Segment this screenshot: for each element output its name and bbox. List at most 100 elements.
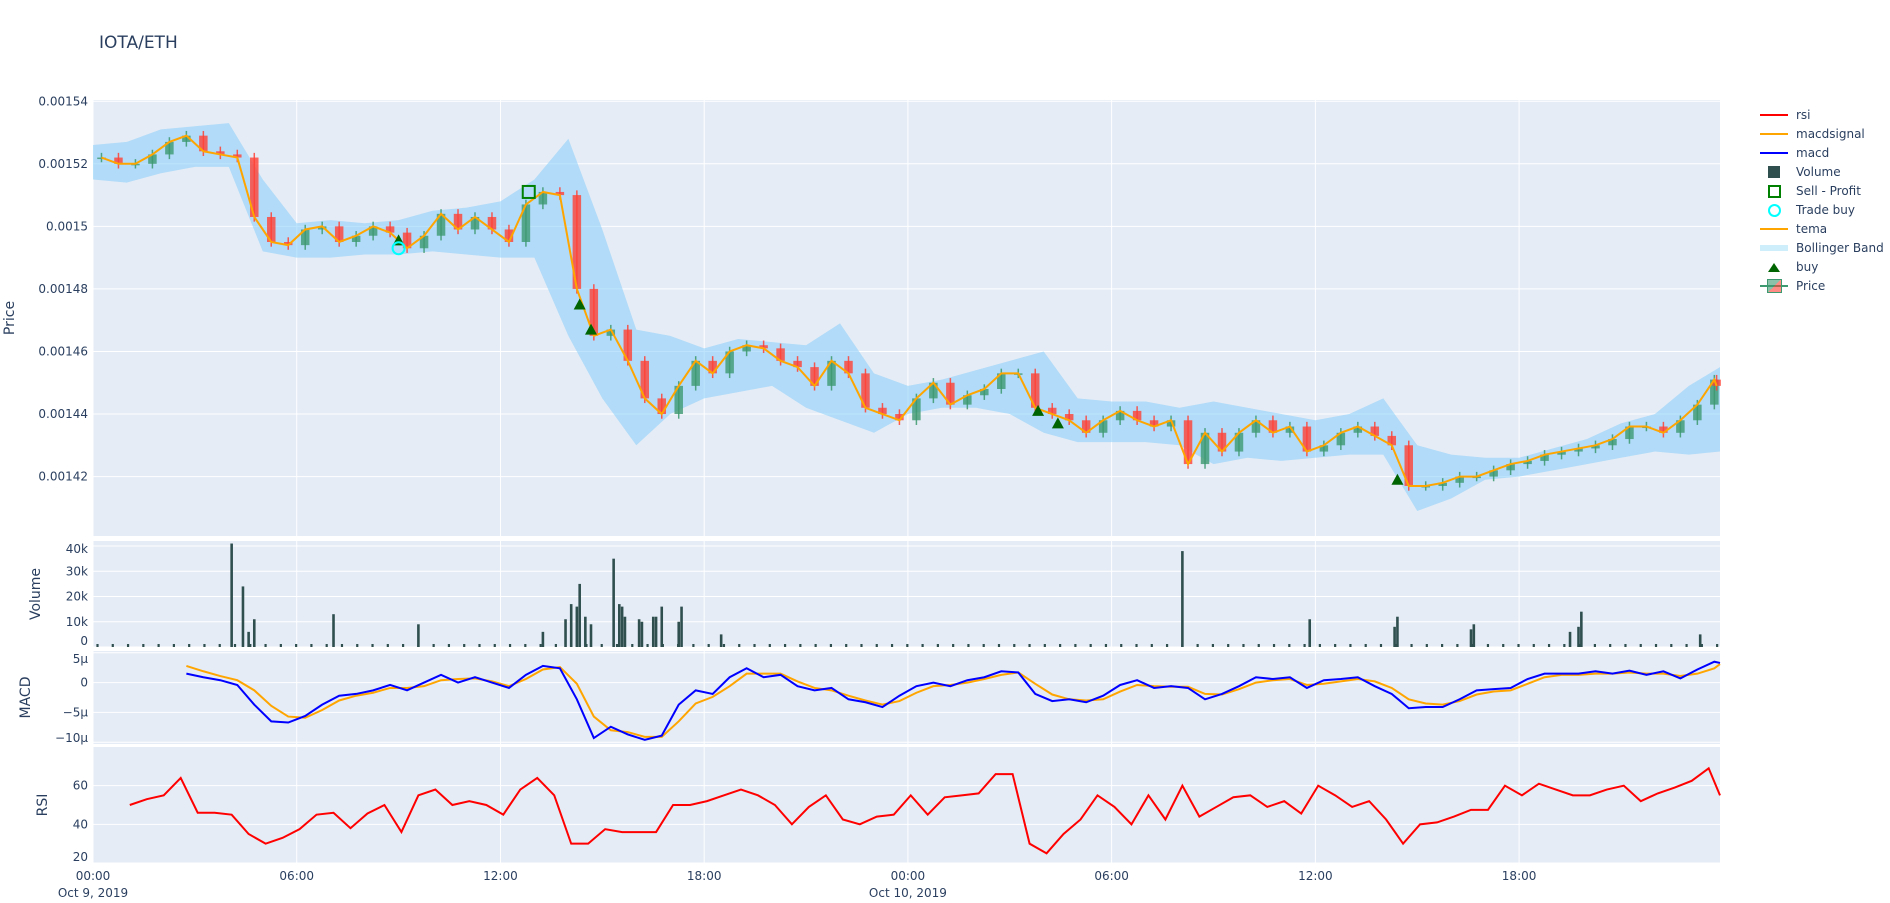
candle-body xyxy=(1710,379,1719,405)
tema-line xyxy=(101,134,1718,487)
volume-bar xyxy=(799,644,802,647)
trade-buy-marker xyxy=(391,241,406,256)
volume-bar xyxy=(432,644,435,647)
volume-bar xyxy=(1364,644,1367,647)
candle-body xyxy=(844,360,853,374)
candle-body xyxy=(233,154,242,158)
volume-bar xyxy=(1150,644,1153,647)
candle-body xyxy=(1047,407,1057,415)
volume-bar xyxy=(651,616,655,647)
volume-bar xyxy=(982,644,985,647)
volume-bar xyxy=(1654,644,1658,647)
legend-label: Volume xyxy=(1796,164,1841,179)
volume-bar xyxy=(188,644,191,647)
legend-item-bollinger-band[interactable]: Bollinger Band xyxy=(1758,238,1884,257)
candle-body xyxy=(148,154,157,164)
volume-bar xyxy=(584,616,587,647)
volume-bar xyxy=(623,616,627,647)
candle-body xyxy=(1031,373,1040,408)
legend-item-macd[interactable]: macd xyxy=(1758,143,1884,162)
volume-bar xyxy=(1568,631,1572,647)
candle-body xyxy=(963,395,972,405)
candle-body xyxy=(1285,426,1295,433)
x-tick-date: Oct 9, 2019 xyxy=(58,886,128,900)
volume-y-tick: 20k xyxy=(66,590,88,604)
volume-bar xyxy=(612,558,615,647)
price-y-tick: 0.00154 xyxy=(38,94,88,108)
volume-bar xyxy=(1120,644,1123,647)
volume-bar xyxy=(241,586,245,647)
volume-bar xyxy=(1469,629,1473,647)
line-legend-icon xyxy=(1758,127,1790,141)
volume-bar xyxy=(340,644,344,647)
volume-bar xyxy=(1685,644,1688,647)
volume-bar xyxy=(600,644,603,647)
price-y-tick: 0.00148 xyxy=(38,282,88,296)
candle-body xyxy=(250,157,259,217)
candle-body xyxy=(453,213,463,230)
volume-bar xyxy=(575,606,579,647)
legend-item-volume[interactable]: Volume xyxy=(1758,162,1884,181)
legend-label: buy xyxy=(1796,259,1819,274)
line-legend-icon xyxy=(1758,108,1790,122)
candle-body xyxy=(300,229,310,246)
candle-body xyxy=(1608,439,1617,446)
volume-bar xyxy=(738,644,741,647)
candle-body xyxy=(1438,482,1447,486)
macd-axis-title: MACD xyxy=(18,677,34,719)
candle-body xyxy=(1132,410,1142,421)
volume-bar xyxy=(1257,644,1260,647)
volume-bar xyxy=(1303,644,1306,647)
candle-body xyxy=(470,216,480,230)
volume-bar xyxy=(252,619,256,647)
volume-bar xyxy=(936,644,939,647)
legend-item-tema[interactable]: tema xyxy=(1758,219,1884,238)
legend-item-price[interactable]: Price xyxy=(1758,276,1884,295)
candle-body xyxy=(1064,414,1074,421)
legend-item-trade-buy[interactable]: Trade buy xyxy=(1758,200,1884,219)
legend-item-rsi[interactable]: rsi xyxy=(1758,105,1884,124)
candle-body xyxy=(1268,420,1278,433)
volume-bar xyxy=(637,619,641,647)
volume-bar xyxy=(295,644,298,647)
buy-marker xyxy=(1032,404,1045,416)
candle-body xyxy=(827,360,836,386)
volume-bar xyxy=(1318,644,1321,647)
rsi-y-tick: 40 xyxy=(73,817,88,831)
volume-bar xyxy=(890,644,894,647)
volume-bar xyxy=(524,644,527,647)
sell-profit-marker xyxy=(521,184,536,199)
volume-bar xyxy=(386,644,389,647)
candle-body xyxy=(1693,404,1702,421)
candle-body xyxy=(521,204,531,242)
legend-item-buy[interactable]: buy xyxy=(1758,257,1884,276)
volume-bar xyxy=(1698,634,1702,647)
price-y-tick: 0.0015 xyxy=(46,219,88,233)
volume-bar xyxy=(1135,644,1138,647)
candle-body xyxy=(1183,420,1193,465)
volume-bar xyxy=(1577,626,1580,647)
candle-body xyxy=(674,385,683,415)
volume-bar xyxy=(1165,644,1169,647)
volume-bar xyxy=(631,644,634,647)
volume-bar xyxy=(1227,644,1230,647)
volume-bar xyxy=(493,644,496,647)
volume-bar xyxy=(541,631,545,647)
volume-bar xyxy=(875,644,878,647)
volume-bar xyxy=(617,604,621,647)
candle-body xyxy=(1455,476,1464,483)
candle-body xyxy=(1353,426,1363,433)
volume-bar xyxy=(1472,624,1476,647)
candle-body xyxy=(1676,420,1685,433)
candle-body xyxy=(114,157,123,164)
legend-item-macdsignal[interactable]: macdsignal xyxy=(1758,124,1884,143)
volume-bar xyxy=(142,644,145,647)
volume-bar xyxy=(279,644,282,647)
volume-y-tick: 30k xyxy=(66,564,88,578)
legend-item-sell-profit[interactable]: Sell - Profit xyxy=(1758,181,1884,200)
macd-y-tick: −5μ xyxy=(63,705,89,719)
candle-body xyxy=(1166,420,1176,427)
volume-bar xyxy=(768,644,771,647)
